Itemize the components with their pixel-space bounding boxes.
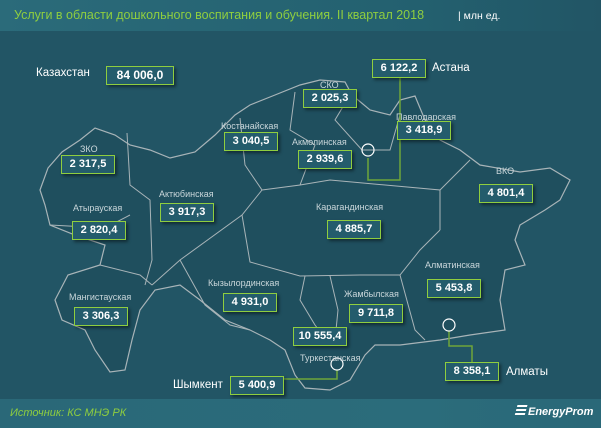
logo-text: EnergyProm <box>528 406 594 418</box>
region-value-zko: 2 317,5 <box>61 155 115 174</box>
total-value: 84 006,0 <box>106 66 174 85</box>
region-value-kostanay: 3 040,5 <box>224 132 278 151</box>
region-value-zhambyl: 9 711,8 <box>349 304 403 323</box>
region-value-sko: 2 025,3 <box>303 89 357 108</box>
region-label-kostanay: Костанайская <box>221 121 279 131</box>
region-label-mangystau: Мангистауская <box>69 292 132 302</box>
region-label-karaganda: Карагандинская <box>316 202 384 212</box>
region-label-zhambyl: Жамбылская <box>344 289 399 299</box>
region-value-vko: 4 801,4 <box>479 184 533 203</box>
region-label-pavlodar: Павлодарская <box>396 112 456 122</box>
unit-label: | млн ед. <box>458 10 501 22</box>
region-value-karaganda: 4 885,7 <box>327 220 381 239</box>
region-value-atyrau: 2 820,4 <box>72 221 126 240</box>
region-label-zko: ЗКО <box>80 144 98 154</box>
region-label-sko: СКО <box>320 80 339 90</box>
region-value-turkestan: 10 555,4 <box>293 327 347 346</box>
region-value-pavlodar: 3 418,9 <box>397 121 451 140</box>
region-label-turkestan: Туркестанская <box>300 353 361 363</box>
region-label-almaty-region: Алматинская <box>425 260 480 270</box>
total-label: Казахстан <box>36 67 90 79</box>
energyprom-logo: EnergyProm <box>514 405 594 418</box>
almaty-leader-line <box>448 331 473 362</box>
logo-mark-icon <box>514 405 528 416</box>
city-label-almaty: Алматы <box>506 366 548 378</box>
region-label-kyzylorda: Кызылординская <box>208 278 280 288</box>
region-value-kyzylorda: 4 931,0 <box>223 293 277 312</box>
region-label-vko: ВКО <box>496 166 515 176</box>
shymkent-marker-icon <box>330 357 344 371</box>
region-value-mangystau: 3 306,3 <box>74 307 128 326</box>
city-label-shymkent: Шымкент <box>173 379 223 391</box>
astana-marker-icon <box>361 143 375 157</box>
city-value-astana: 6 122,2 <box>372 59 426 78</box>
page-title: Услуги в области дошкольного воспитания … <box>14 8 425 22</box>
country-outline <box>39 79 571 391</box>
region-label-aktobe: Актюбинская <box>159 189 214 199</box>
region-value-almaty-region: 5 453,8 <box>427 279 481 298</box>
city-value-almaty: 8 358,1 <box>445 362 499 381</box>
region-label-akmola: Акмолинская <box>292 137 347 147</box>
almaty-marker-icon <box>442 318 456 332</box>
header-band <box>0 0 601 31</box>
footer-band <box>0 399 601 428</box>
region-value-aktobe: 3 917,3 <box>160 203 214 222</box>
region-value-akmola: 2 939,6 <box>298 150 352 169</box>
city-value-shymkent: 5 400,9 <box>230 376 284 395</box>
source-text: Источник: КС МНЭ РК <box>10 407 127 419</box>
region-label-atyrau: Атырауская <box>73 203 123 213</box>
city-label-astana: Астана <box>432 62 470 74</box>
